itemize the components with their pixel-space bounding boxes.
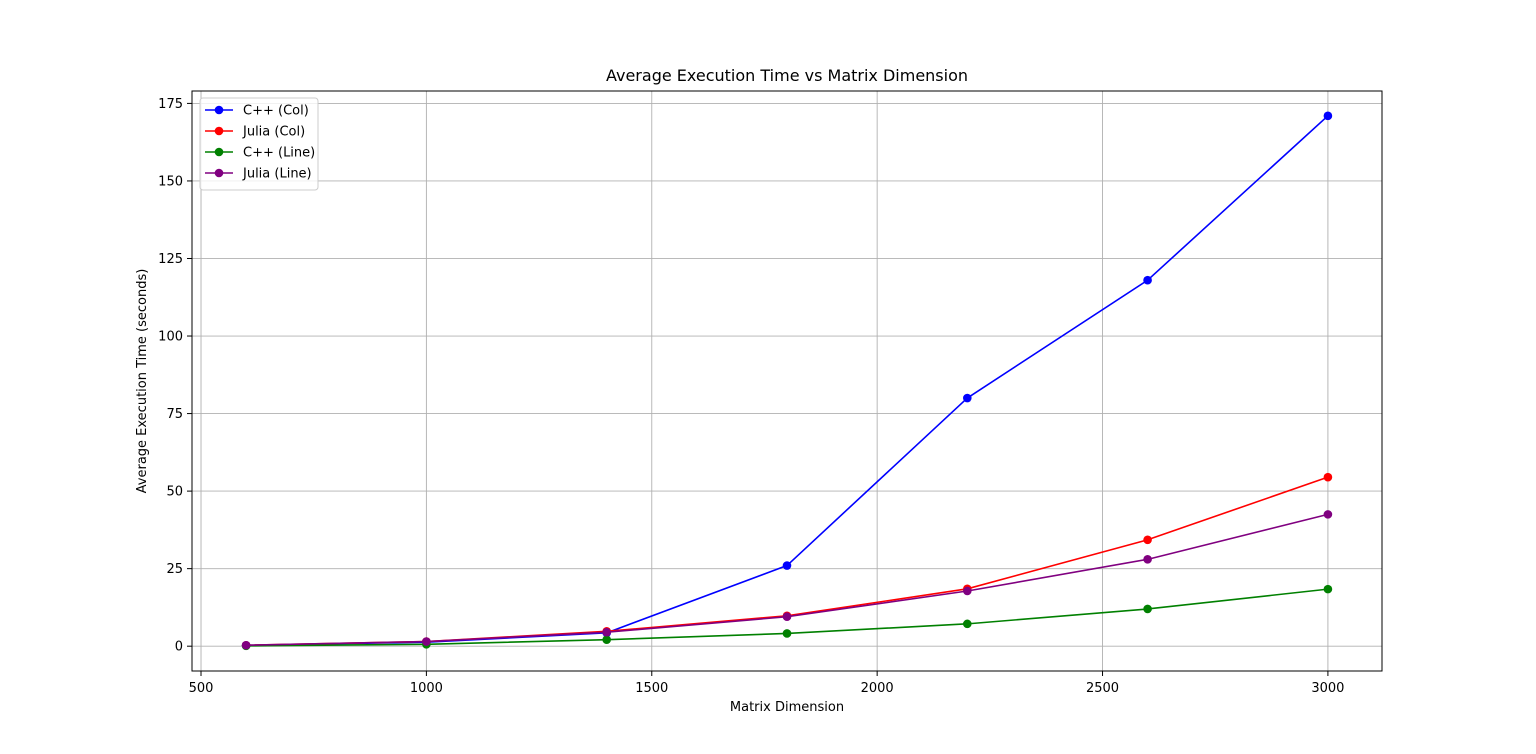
- data-point: [1143, 604, 1152, 614]
- data-point: [422, 637, 431, 646]
- data-point: [602, 627, 611, 637]
- x-tick-label: 500: [189, 681, 214, 696]
- grid-lines: [192, 91, 1382, 671]
- chart-title: Average Execution Time vs Matrix Dimensi…: [606, 66, 968, 85]
- y-tick-label: 100: [158, 330, 183, 345]
- x-tick-label: 1000: [410, 681, 443, 696]
- plot-frame: [191, 90, 1383, 672]
- legend-item: Julia (Col): [205, 125, 305, 140]
- legend-marker: [214, 168, 224, 178]
- data-point: [1323, 111, 1333, 121]
- x-tick-label: 2000: [861, 681, 894, 696]
- data-point: [1143, 535, 1152, 545]
- data-point: [963, 393, 972, 403]
- legend-item: C++ (Line): [205, 146, 315, 161]
- data-point: [963, 586, 972, 596]
- y-tick-label: 50: [166, 485, 183, 500]
- legend-label: Julia (Col): [242, 125, 305, 140]
- legend-label: Julia (Line): [242, 167, 312, 182]
- data-point: [782, 629, 792, 638]
- data-point: [782, 612, 792, 622]
- legend-items: C++ (Col) Julia (Col) C++ (Line) Julia (Lin…: [205, 104, 315, 182]
- data-point: [241, 640, 251, 650]
- legend-box: [199, 97, 319, 191]
- y-tick-label: 25: [166, 562, 183, 577]
- x-axis-label: Matrix Dimension: [730, 700, 844, 715]
- y-tick-label: 175: [158, 97, 183, 112]
- series-lines: [241, 111, 1333, 651]
- y-tick-label: 150: [158, 174, 183, 189]
- legend-marker: [214, 105, 224, 115]
- legend-marker: [214, 126, 224, 136]
- y-tick-label: 75: [166, 407, 183, 422]
- data-point: [1143, 275, 1152, 285]
- y-tick-label: 0: [175, 640, 183, 655]
- data-point: [1323, 510, 1333, 519]
- legend-label: C++ (Line): [243, 146, 315, 161]
- legend-item: Julia (Line): [205, 167, 312, 182]
- data-point: [1143, 555, 1152, 564]
- data-point: [1323, 584, 1333, 594]
- data-point: [782, 561, 792, 570]
- data-point: [602, 635, 611, 644]
- legend: C++ (Col) Julia (Col) C++ (Line) Julia (Lin…: [199, 97, 319, 191]
- y-tick-label: 125: [158, 252, 183, 267]
- data-point: [963, 619, 972, 629]
- y-axis-ticks: 0 25 50 75 100 125 150 175: [158, 97, 192, 655]
- x-tick-label: 3000: [1311, 681, 1344, 696]
- series-4: [241, 510, 1333, 650]
- x-axis-ticks: 500 1000 1500 2000 2500 3000: [189, 671, 1344, 696]
- x-tick-label: 1500: [635, 681, 668, 696]
- legend-marker: [214, 147, 224, 157]
- data-point: [1323, 472, 1333, 482]
- x-tick-label: 2500: [1086, 681, 1119, 696]
- legend-item: C++ (Col): [205, 104, 309, 119]
- legend-label: C++ (Col): [243, 104, 309, 119]
- y-axis-label: Average Execution Time (seconds): [135, 269, 150, 494]
